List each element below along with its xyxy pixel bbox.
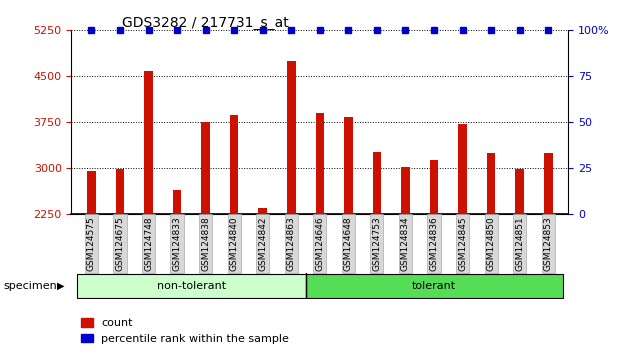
Text: non-tolerant: non-tolerant <box>156 281 226 291</box>
Bar <box>458 124 467 214</box>
Legend: count, percentile rank within the sample: count, percentile rank within the sample <box>77 314 294 348</box>
Bar <box>515 169 524 214</box>
Text: GSM124863: GSM124863 <box>287 216 296 271</box>
Text: GSM124748: GSM124748 <box>144 216 153 271</box>
Text: tolerant: tolerant <box>412 281 456 291</box>
Bar <box>144 71 153 214</box>
Text: GSM124850: GSM124850 <box>487 216 496 271</box>
Bar <box>173 190 181 214</box>
Text: GSM124834: GSM124834 <box>401 216 410 271</box>
Bar <box>201 122 210 214</box>
Text: GSM124842: GSM124842 <box>258 216 267 270</box>
Bar <box>401 167 410 214</box>
Bar <box>487 153 496 214</box>
Text: GSM124838: GSM124838 <box>201 216 210 271</box>
Bar <box>287 61 296 214</box>
Bar <box>315 113 324 214</box>
Bar <box>373 152 381 214</box>
Text: GSM124648: GSM124648 <box>344 216 353 271</box>
Text: GSM124753: GSM124753 <box>373 216 381 271</box>
Bar <box>544 153 553 214</box>
Bar <box>258 208 267 214</box>
Text: GSM124851: GSM124851 <box>515 216 524 271</box>
Text: GSM124575: GSM124575 <box>87 216 96 271</box>
Bar <box>430 160 438 214</box>
Text: GSM124845: GSM124845 <box>458 216 467 271</box>
Bar <box>116 169 124 214</box>
Bar <box>87 171 96 214</box>
Bar <box>344 117 353 214</box>
Text: GSM124833: GSM124833 <box>173 216 181 271</box>
Text: specimen: specimen <box>3 281 57 291</box>
Text: ▶: ▶ <box>57 281 65 291</box>
Text: GSM124853: GSM124853 <box>544 216 553 271</box>
FancyBboxPatch shape <box>306 274 563 298</box>
Text: GSM124836: GSM124836 <box>430 216 438 271</box>
Text: GSM124840: GSM124840 <box>230 216 238 271</box>
Text: GSM124646: GSM124646 <box>315 216 324 271</box>
FancyBboxPatch shape <box>77 274 306 298</box>
Text: GSM124675: GSM124675 <box>116 216 124 271</box>
Text: GDS3282 / 217731_s_at: GDS3282 / 217731_s_at <box>122 16 288 30</box>
Bar <box>230 115 238 214</box>
